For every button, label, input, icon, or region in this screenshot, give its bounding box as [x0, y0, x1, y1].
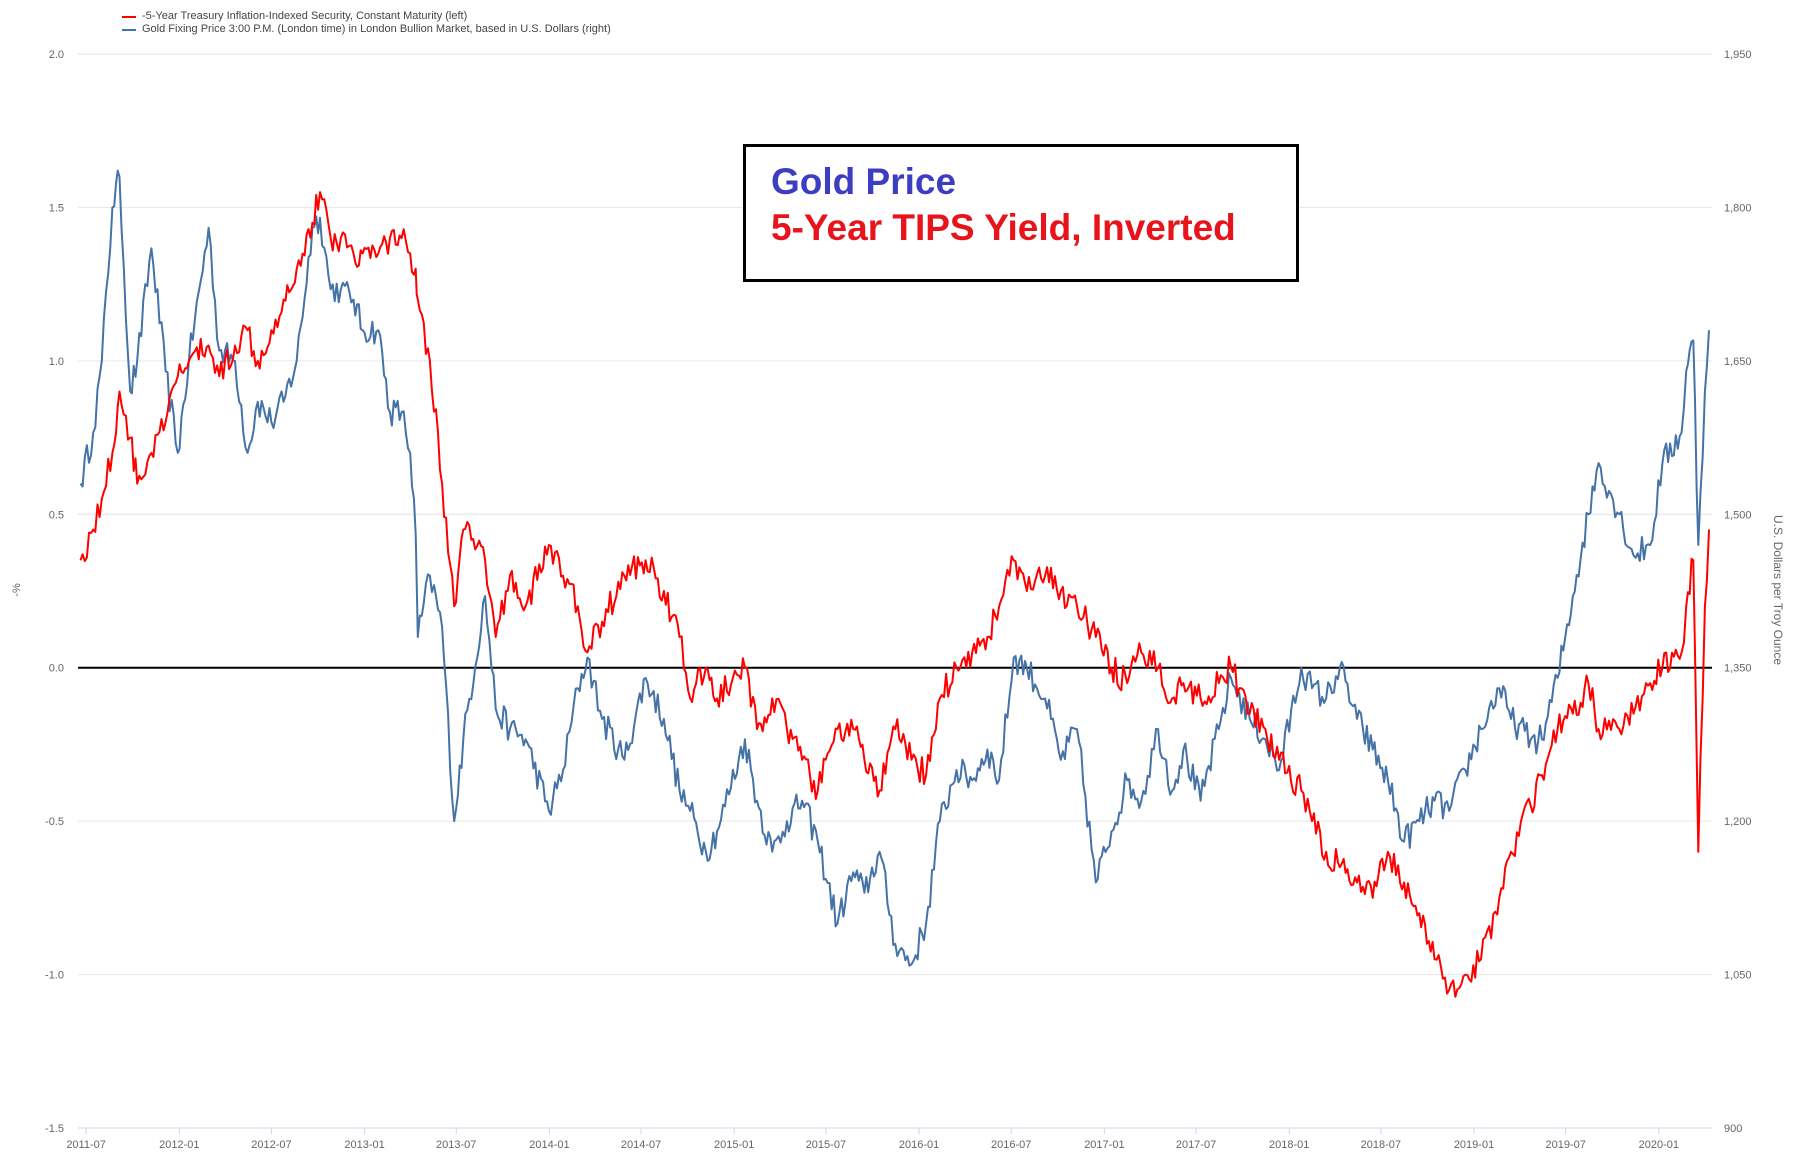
x-tick-label: 2015-07 [806, 1139, 846, 1151]
legend-item-gold[interactable]: Gold Fixing Price 3:00 P.M. (London time… [122, 23, 611, 36]
x-axis-ticks: 2011-07 2012-01 2012-07 2013-01 2013-07 2014-… [66, 1128, 1679, 1151]
x-tick-label: 2018-07 [1361, 1139, 1401, 1151]
x-tick-label: 2017-01 [1084, 1139, 1124, 1151]
x-tick-label: 2011-07 [66, 1139, 106, 1151]
x-tick-label: 2017-07 [1176, 1139, 1216, 1151]
x-tick-label: 2016-01 [899, 1139, 939, 1151]
left-tick-label: 0.0 [49, 663, 64, 675]
annotation-tips-yield: 5-Year TIPS Yield, Inverted [771, 207, 1236, 248]
x-tick-label: 2012-01 [159, 1139, 199, 1151]
annotation-box: Gold Price 5-Year TIPS Yield, Inverted [743, 144, 1299, 282]
left-tick-label: 2.0 [49, 49, 64, 61]
legend-label-tips: -5-Year Treasury Inflation-Indexed Secur… [142, 10, 468, 22]
series-line-tips [79, 191, 1710, 998]
right-tick-label: 1,650 [1724, 356, 1752, 368]
x-tick-label: 2012-07 [251, 1139, 291, 1151]
x-tick-label: 2019-07 [1545, 1139, 1585, 1151]
legend: -5-Year Treasury Inflation-Indexed Secur… [122, 10, 611, 36]
legend-label-gold: Gold Fixing Price 3:00 P.M. (London time… [142, 23, 611, 35]
left-tick-label: -1.5 [45, 1123, 64, 1135]
right-tick-label: 1,350 [1724, 663, 1752, 675]
left-axis-ticks: 2.0 1.5 1.0 0.5 0.0 -0.5 -1.0 -1.5 [45, 49, 64, 1135]
right-tick-label: 1,050 [1724, 970, 1752, 982]
series-layer [79, 169, 1710, 998]
x-tick-label: 2019-01 [1454, 1139, 1494, 1151]
annotation-gold-price: Gold Price [771, 161, 957, 202]
x-tick-label: 2015-01 [714, 1139, 754, 1151]
right-axis-ticks: 1,950 1,800 1,650 1,500 1,350 1,200 1,050 900 [1724, 49, 1752, 1135]
legend-item-tips[interactable]: -5-Year Treasury Inflation-Indexed Secur… [122, 10, 611, 23]
right-tick-label: 1,200 [1724, 816, 1752, 828]
x-tick-label: 2013-01 [344, 1139, 384, 1151]
series-line-gold [79, 169, 1710, 967]
x-tick-label: 2014-01 [529, 1139, 569, 1151]
left-tick-label: 1.5 [49, 202, 64, 214]
x-tick-label: 2013-07 [436, 1139, 476, 1151]
left-tick-label: 1.0 [49, 356, 64, 368]
right-axis-label: U.S. Dollars per Troy Ounce [1771, 515, 1785, 665]
left-tick-label: -0.5 [45, 816, 64, 828]
legend-swatch-gold [122, 28, 136, 31]
right-tick-label: 1,500 [1724, 509, 1752, 521]
legend-swatch-tips [122, 15, 136, 18]
left-axis-label: -% [11, 583, 23, 597]
right-tick-label: 1,800 [1724, 202, 1752, 214]
right-tick-label: 900 [1724, 1123, 1742, 1135]
left-tick-label: -1.0 [45, 970, 64, 982]
x-tick-label: 2018-01 [1269, 1139, 1309, 1151]
left-tick-label: 0.5 [49, 509, 64, 521]
x-tick-label: 2014-07 [621, 1139, 661, 1151]
right-tick-label: 1,950 [1724, 49, 1752, 61]
x-tick-label: 2020-01 [1639, 1139, 1679, 1151]
x-tick-label: 2016-07 [991, 1139, 1031, 1151]
